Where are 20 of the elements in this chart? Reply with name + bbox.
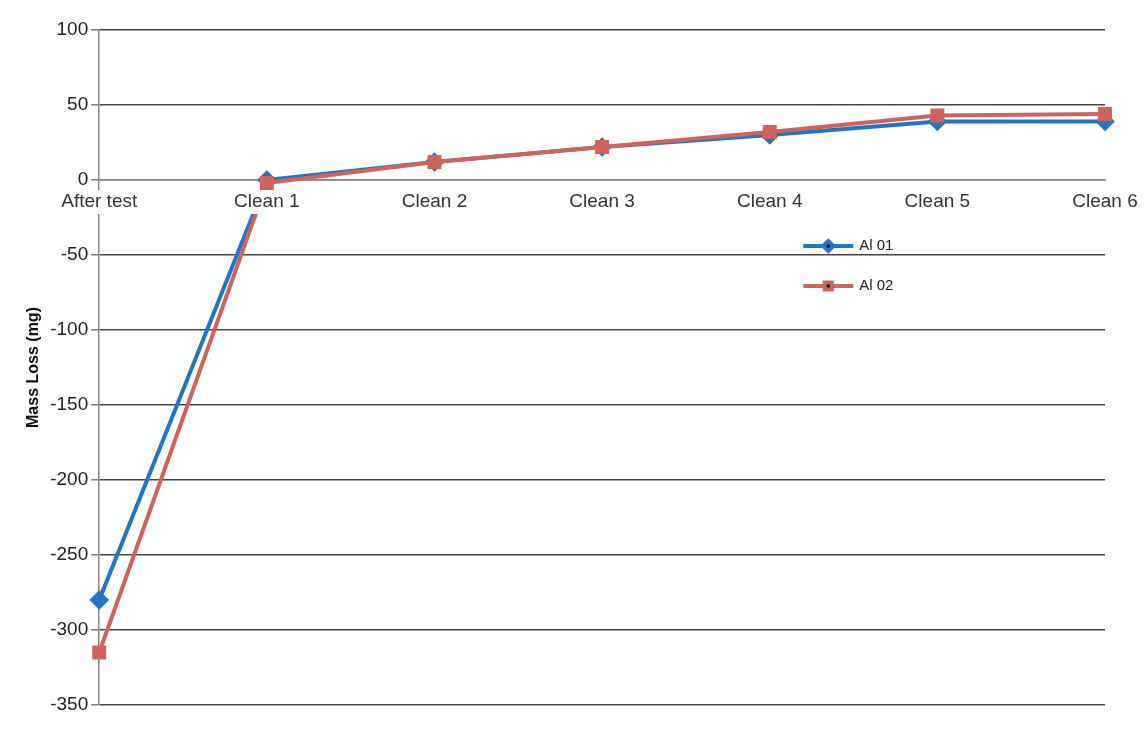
x-tick-label: Clean 4 bbox=[736, 189, 803, 211]
y-axis-title: Mass Loss (mg) bbox=[24, 307, 42, 428]
x-tick-label: Clean 5 bbox=[904, 189, 971, 211]
legend-label: Al 02 bbox=[859, 276, 894, 294]
x-tick-label: Clean 6 bbox=[1072, 189, 1138, 211]
y-tick-label: -250 bbox=[50, 543, 89, 565]
y-tick-label: 0 bbox=[77, 168, 89, 190]
legend-label: Al 01 bbox=[859, 236, 894, 254]
y-tick-label: 100 bbox=[56, 18, 89, 40]
x-tick-label: Clean 3 bbox=[569, 189, 635, 211]
y-tick-label: -200 bbox=[50, 468, 89, 490]
y-tick-label: 50 bbox=[67, 93, 89, 115]
y-tick-label: -350 bbox=[50, 693, 89, 715]
y-tick-label: -300 bbox=[50, 618, 89, 640]
y-tick-label: -100 bbox=[50, 318, 89, 340]
x-tick-label: Clean 1 bbox=[234, 189, 300, 211]
x-tick-label: After test bbox=[61, 189, 138, 211]
x-tick-label: Clean 2 bbox=[401, 189, 468, 211]
y-tick-label: -150 bbox=[50, 393, 89, 415]
y-tick-label: -50 bbox=[60, 243, 89, 265]
